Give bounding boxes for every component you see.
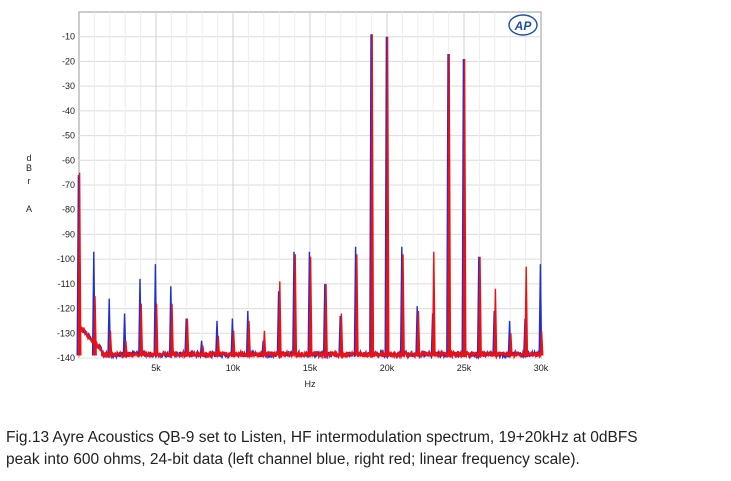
- spectral-peak: [524, 266, 529, 356]
- y-tick-label: -40: [62, 106, 75, 116]
- x-tick-label: 5k: [151, 363, 161, 373]
- x-tick-label: 10k: [226, 363, 241, 373]
- spectral-peak: [139, 303, 144, 356]
- y-tick-label: -130: [57, 328, 75, 338]
- spectral-peak: [154, 303, 159, 356]
- spectral-peak: [401, 254, 405, 356]
- figure-caption: Fig.13 Ayre Acoustics QB-9 set to Listen…: [6, 427, 726, 471]
- y-axis-label-char: d: [26, 153, 31, 163]
- y-tick-label: -100: [57, 254, 75, 264]
- y-tick-label: -60: [62, 155, 75, 165]
- series-layer: [76, 34, 544, 360]
- y-axis-label-char: A: [26, 204, 32, 214]
- spectral-peak: [354, 254, 359, 356]
- spectral-peak: [231, 330, 236, 356]
- spectral-peak: [447, 53, 452, 356]
- spectral-peak: [493, 288, 498, 356]
- y-axis-label-char: r: [28, 176, 31, 186]
- y-tick-label: -70: [62, 180, 75, 190]
- y-axis-label-char: B: [26, 163, 32, 173]
- y-tick-label: -20: [62, 56, 75, 66]
- x-axis-label: Hz: [305, 379, 316, 389]
- x-tick-label: 25k: [457, 363, 472, 373]
- x-tick-label: 15k: [303, 363, 318, 373]
- spectral-peak: [416, 310, 421, 356]
- y-tick-label: -80: [62, 205, 75, 215]
- spectral-peak: [93, 296, 97, 356]
- x-tick-label: 20k: [380, 363, 395, 373]
- y-tick-label: -50: [62, 131, 75, 141]
- spectral-peak: [539, 330, 544, 356]
- spectral-peak: [108, 330, 113, 356]
- spectral-peak: [431, 251, 436, 356]
- spectral-peak: [123, 340, 128, 356]
- y-axis-ticks: -10 -20 -30 -40 -50 -60 -70 -80 -90 -100 -110 -120 -…: [57, 32, 75, 363]
- spectral-peak: [293, 254, 298, 356]
- svg-text:AP: AP: [514, 19, 533, 33]
- y-tick-label: -140: [57, 353, 75, 363]
- caption-line-2: peak into 600 ohms, 24-bit data (left ch…: [6, 451, 580, 468]
- y-tick-label: -30: [62, 81, 75, 91]
- spectrum-chart: -10 -20 -30 -40 -50 -60 -70 -80 -90 -100 -110 -120 -…: [26, 11, 549, 389]
- spectral-peak: [247, 320, 251, 356]
- spectral-peak: [77, 172, 82, 356]
- spectral-peak: [170, 303, 174, 356]
- spectral-peak: [308, 256, 313, 356]
- y-tick-label: -110: [58, 279, 75, 289]
- spectral-peak: [216, 335, 221, 356]
- x-axis-ticks: 5k 10k 15k 20k 25k 30k: [151, 363, 549, 373]
- y-tick-label: -120: [57, 304, 75, 314]
- caption-line-1: Fig.13 Ayre Acoustics QB-9 set to Listen…: [6, 429, 638, 446]
- spectral-peak: [185, 318, 190, 356]
- spectral-peak: [262, 330, 267, 356]
- ap-logo: AP: [508, 14, 538, 36]
- spectral-peak: [478, 256, 482, 356]
- spectral-peak: [508, 333, 513, 356]
- spectral-peak: [385, 36, 390, 356]
- series-2: [77, 34, 544, 360]
- y-axis-label: dBr A: [26, 153, 32, 214]
- spectral-peak: [324, 283, 328, 356]
- y-tick-label: -10: [62, 32, 75, 42]
- x-tick-label: 30k: [534, 363, 549, 373]
- spectral-peak: [370, 34, 375, 356]
- spectral-peak: [462, 58, 467, 356]
- y-tick-label: -90: [62, 229, 75, 239]
- spectral-peak: [200, 345, 205, 356]
- spectral-peak: [339, 313, 344, 356]
- spectral-peak: [277, 281, 282, 356]
